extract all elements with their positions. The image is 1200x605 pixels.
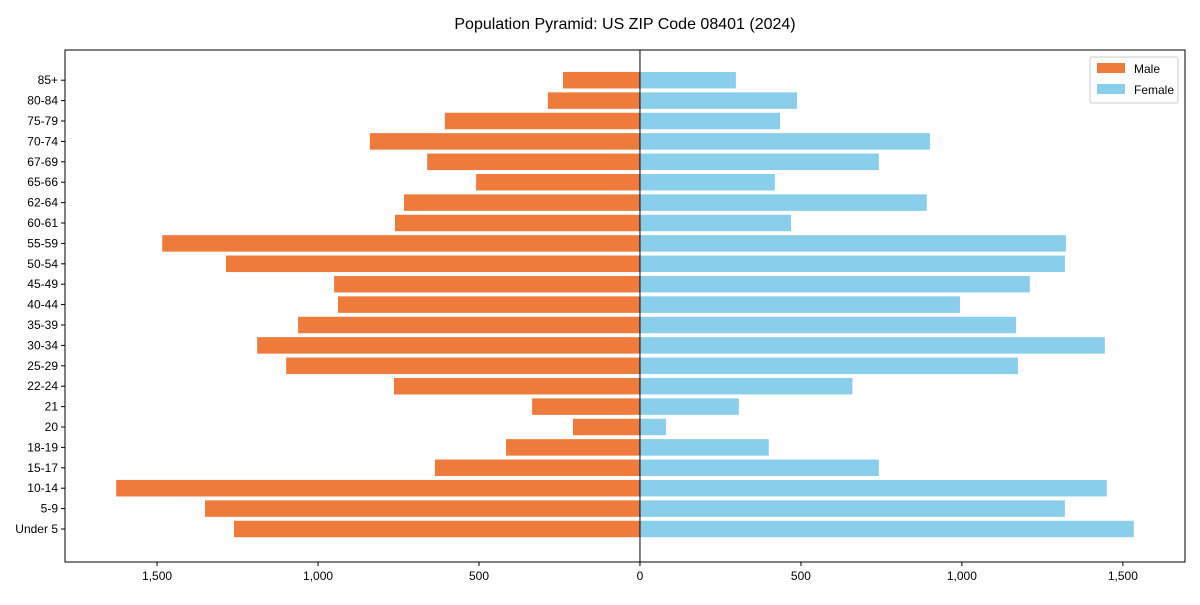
bar-male-62-64 — [403, 194, 640, 211]
x-tick-label: 1,000 — [303, 569, 333, 583]
y-tick-label: 55-59 — [27, 236, 58, 250]
y-tick-label: 15-17 — [27, 461, 58, 475]
bar-male-15-17 — [434, 459, 640, 477]
bar-male-18-19 — [506, 439, 640, 456]
bar-female-85+ — [639, 71, 736, 89]
bar-male-60-61 — [394, 214, 640, 232]
y-tick-label: 5-9 — [41, 502, 59, 516]
bar-female-80-84 — [639, 92, 798, 109]
bar-male-30-34 — [257, 337, 640, 354]
y-tick-label: 62-64 — [27, 196, 58, 210]
bar-male-35-39 — [298, 316, 640, 334]
bar-female-65-66 — [639, 173, 775, 191]
y-tick-label: 50-54 — [27, 257, 58, 271]
legend-swatch-male — [1097, 63, 1125, 73]
y-tick-label: 20 — [45, 420, 59, 434]
bar-female-55-59 — [639, 235, 1066, 252]
bar-female-35-39 — [639, 316, 1016, 334]
bar-female-70-74 — [639, 133, 931, 150]
bar-female-15-17 — [639, 459, 879, 477]
y-tick-label: 67-69 — [27, 155, 58, 169]
bar-male-10-14 — [116, 479, 640, 497]
x-tick-label: 500 — [791, 569, 811, 583]
bar-female-22-24 — [639, 377, 853, 395]
y-tick-label: 85+ — [38, 73, 58, 87]
bar-female-67-69 — [639, 153, 879, 171]
bar-male-80-84 — [547, 92, 640, 109]
legend: Male Female — [1089, 56, 1179, 104]
bar-female-25-29 — [639, 357, 1018, 375]
y-tick-label: 60-61 — [27, 216, 58, 230]
bar-female-45-49 — [639, 275, 1030, 293]
bar-female-30-34 — [639, 337, 1105, 354]
legend-label-male: Male — [1134, 62, 1160, 76]
bar-male-21 — [532, 398, 640, 415]
x-tick-label: 0 — [637, 569, 644, 583]
legend-swatch-female — [1097, 84, 1125, 94]
bar-male-75-79 — [444, 112, 640, 130]
y-tick-label: 70-74 — [27, 134, 58, 148]
bar-male-22-24 — [394, 377, 640, 395]
bar-male-5-9 — [205, 500, 640, 517]
bar-female-40-44 — [639, 296, 960, 313]
bar-male-65-66 — [476, 173, 640, 191]
y-tick-label: 30-34 — [27, 338, 58, 352]
bar-female-20 — [639, 418, 667, 436]
bar-male-Under 5 — [234, 520, 640, 538]
y-tick-label: Under 5 — [15, 522, 58, 536]
x-tick-label: 1,500 — [1108, 569, 1138, 583]
y-tick-label: 25-29 — [27, 359, 58, 373]
bar-female-18-19 — [639, 439, 769, 456]
bar-female-75-79 — [639, 112, 781, 130]
bar-male-45-49 — [334, 275, 640, 293]
x-tick-label: 1,000 — [947, 569, 977, 583]
y-tick-label: 22-24 — [27, 379, 58, 393]
x-tick-label: 1,500 — [142, 569, 172, 583]
y-tick-label: 45-49 — [27, 277, 58, 291]
bar-female-5-9 — [639, 500, 1065, 517]
y-tick-label: 65-66 — [27, 175, 58, 189]
y-tick-label: 40-44 — [27, 298, 58, 312]
bar-male-40-44 — [337, 296, 640, 313]
legend-label-female: Female — [1134, 83, 1174, 97]
bar-male-50-54 — [225, 255, 640, 273]
y-tick-label: 18-19 — [27, 440, 58, 454]
bar-female-50-54 — [639, 255, 1065, 273]
bar-female-10-14 — [639, 479, 1107, 497]
bar-female-21 — [639, 398, 739, 415]
bar-male-55-59 — [162, 235, 640, 252]
bar-male-67-69 — [427, 153, 640, 171]
bar-male-70-74 — [369, 133, 640, 150]
chart-title: Population Pyramid: US ZIP Code 08401 (2… — [454, 16, 795, 33]
bar-male-85+ — [563, 71, 640, 89]
y-tick-label: 35-39 — [27, 318, 58, 332]
bar-female-Under 5 — [639, 520, 1134, 538]
bar-female-62-64 — [639, 194, 927, 211]
plot-frame — [64, 49, 1186, 563]
bar-male-20 — [573, 418, 640, 436]
x-tick-label: 500 — [469, 569, 489, 583]
bar-female-60-61 — [639, 214, 791, 232]
y-tick-label: 80-84 — [27, 94, 58, 108]
bar-male-25-29 — [286, 357, 640, 375]
y-tick-label: 75-79 — [27, 114, 58, 128]
y-tick-label: 21 — [45, 400, 59, 414]
y-tick-label: 10-14 — [27, 481, 58, 495]
